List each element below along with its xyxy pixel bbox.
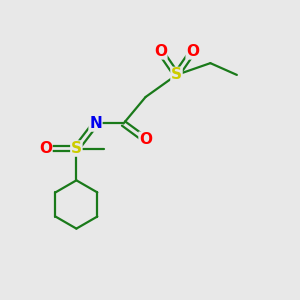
- Text: N: N: [89, 116, 102, 131]
- Text: S: S: [171, 68, 182, 82]
- Text: O: O: [154, 44, 167, 59]
- Text: O: O: [139, 132, 152, 147]
- Text: O: O: [186, 44, 199, 59]
- Text: O: O: [39, 141, 52, 156]
- Text: S: S: [71, 141, 82, 156]
